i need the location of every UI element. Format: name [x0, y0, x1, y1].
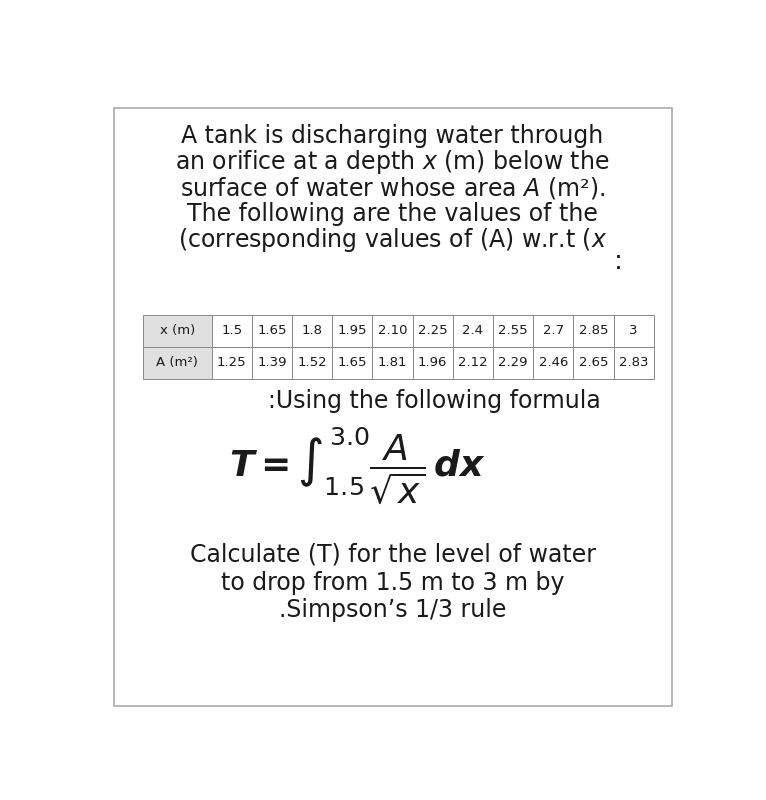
- Text: to drop from 1.5 m to 3 m by: to drop from 1.5 m to 3 m by: [221, 570, 565, 594]
- Bar: [372, 314, 413, 346]
- Bar: [211, 346, 252, 378]
- Text: 1.5: 1.5: [221, 324, 242, 337]
- Text: 2.55: 2.55: [498, 324, 528, 337]
- Bar: [493, 346, 533, 378]
- Bar: [614, 314, 654, 346]
- Bar: [413, 346, 453, 378]
- Text: x (m): x (m): [160, 324, 195, 337]
- Bar: [252, 346, 292, 378]
- Text: A (m²): A (m²): [156, 356, 198, 370]
- Text: 1.65: 1.65: [338, 356, 367, 370]
- Text: :: :: [614, 250, 623, 275]
- Bar: [574, 314, 614, 346]
- Bar: [533, 346, 574, 378]
- Text: 1.81: 1.81: [378, 356, 408, 370]
- Text: 1.95: 1.95: [338, 324, 367, 337]
- Bar: [413, 314, 453, 346]
- Bar: [143, 346, 211, 378]
- Text: 1.39: 1.39: [257, 356, 286, 370]
- Text: 2.29: 2.29: [499, 356, 528, 370]
- Bar: [292, 314, 332, 346]
- Text: surface of water whose area $\mathit{A}$ (m²).: surface of water whose area $\mathit{A}$…: [180, 174, 605, 201]
- Text: 1.96: 1.96: [418, 356, 447, 370]
- Bar: [332, 346, 372, 378]
- Text: .Simpson’s 1/3 rule: .Simpson’s 1/3 rule: [279, 598, 506, 622]
- Text: 1.65: 1.65: [257, 324, 286, 337]
- Bar: [372, 346, 413, 378]
- Text: 3: 3: [630, 324, 638, 337]
- Text: 2.12: 2.12: [458, 356, 488, 370]
- Bar: [533, 314, 574, 346]
- Text: 1.52: 1.52: [297, 356, 327, 370]
- Text: 2.85: 2.85: [579, 324, 608, 337]
- Text: :Using the following formula: :Using the following formula: [268, 389, 601, 413]
- Bar: [574, 346, 614, 378]
- Text: 2.7: 2.7: [543, 324, 564, 337]
- Text: 2.65: 2.65: [579, 356, 608, 370]
- Text: 2.46: 2.46: [538, 356, 568, 370]
- Text: The following are the values of the: The following are the values of the: [187, 202, 598, 226]
- Text: A tank is discharging water through: A tank is discharging water through: [182, 124, 604, 148]
- Text: 1.25: 1.25: [217, 356, 247, 370]
- Text: Calculate (T) for the level of water: Calculate (T) for the level of water: [189, 543, 596, 567]
- Bar: [143, 314, 211, 346]
- Text: 2.4: 2.4: [463, 324, 483, 337]
- Bar: [614, 346, 654, 378]
- Bar: [493, 314, 533, 346]
- Text: (corresponding values of (A) w.r.t ($\mathit{x}$: (corresponding values of (A) w.r.t ($\ma…: [178, 226, 607, 254]
- Text: 2.83: 2.83: [619, 356, 649, 370]
- Bar: [453, 314, 493, 346]
- Text: an orifice at a depth $\mathit{x}$ (m) below the: an orifice at a depth $\mathit{x}$ (m) b…: [175, 148, 610, 176]
- Bar: [292, 346, 332, 378]
- Text: 2.10: 2.10: [378, 324, 408, 337]
- Text: $\boldsymbol{T = \int_{1.5}^{3.0}\dfrac{A}{\sqrt{x}}\,dx}$: $\boldsymbol{T = \int_{1.5}^{3.0}\dfrac{…: [229, 426, 485, 506]
- Text: 2.25: 2.25: [418, 324, 447, 337]
- Bar: [211, 314, 252, 346]
- Bar: [332, 314, 372, 346]
- Text: 1.8: 1.8: [302, 324, 322, 337]
- Bar: [453, 346, 493, 378]
- Bar: [252, 314, 292, 346]
